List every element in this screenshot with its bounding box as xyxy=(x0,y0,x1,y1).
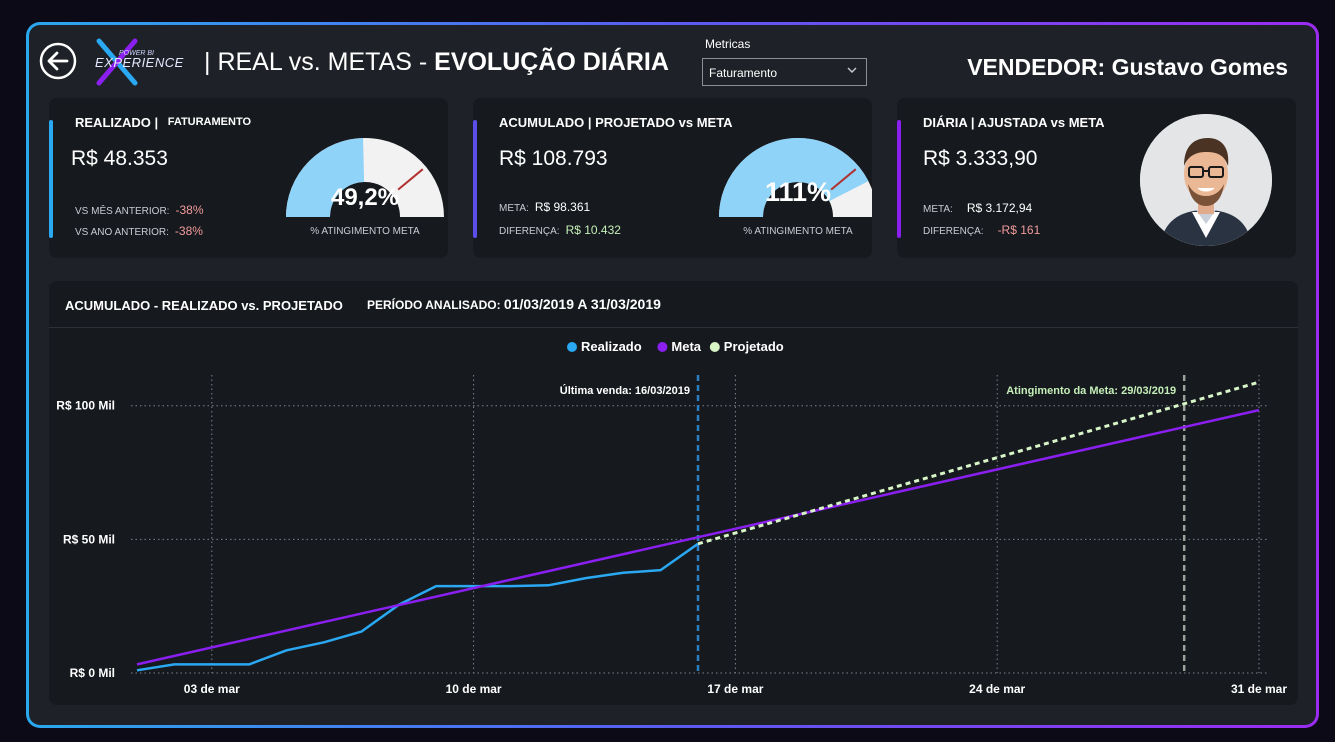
seller-portrait xyxy=(1140,114,1272,246)
row-label: VS ANO ANTERIOR: xyxy=(75,227,169,238)
gauge-realizado-value: 49,2% xyxy=(330,184,400,211)
chevron-down-icon xyxy=(847,67,857,73)
metric-filter-label: Metricas xyxy=(705,37,751,51)
y-tick-label: R$ 50 Mil xyxy=(63,532,115,546)
line-chart: R$ 0 Mil R$ 50 Mil R$ 100 Mil 03 de mar 10 d… xyxy=(56,339,1287,696)
legend-marker-realizado xyxy=(567,342,577,352)
legend-marker-meta xyxy=(657,342,668,352)
gauge-realizado xyxy=(286,138,444,219)
logo-text-main: EXPERIENCE xyxy=(95,55,184,70)
period-label: PERÍODO ANALISADO: xyxy=(367,298,501,312)
row-label: META: xyxy=(923,204,953,215)
card-diaria-row2: DIFERENÇA: -R$ 161 xyxy=(923,223,1040,237)
period-value: 01/03/2019 A 31/03/2019 xyxy=(503,296,661,312)
chart-period: PERÍODO ANALISADO: 01/03/2019 A 31/03/20… xyxy=(367,296,661,312)
card-title-text: REALIZADO | xyxy=(75,115,159,130)
legend-label-projetado: Projetado xyxy=(724,339,784,354)
gauge-acumulado xyxy=(719,138,872,219)
series-line-projetado xyxy=(697,380,1260,546)
gauge-target-marker xyxy=(830,168,857,191)
row-value: R$ 98.361 xyxy=(534,200,591,214)
card-diaria-value: R$ 3.333,90 xyxy=(923,147,1038,170)
card-acumulado-title: ACUMULADO | PROJETADO vs META xyxy=(499,115,733,130)
row-label: META: xyxy=(499,203,529,214)
page-title-bold: EVOLUÇÃO DIÁRIA xyxy=(434,48,669,76)
panel-divider xyxy=(49,327,1298,328)
card-realizado-row2: VS ANO ANTERIOR: -38% xyxy=(75,224,203,238)
card-realizado-value: R$ 48.353 xyxy=(71,147,168,170)
card-accent-bar xyxy=(49,120,53,238)
metric-dropdown-value: Faturamento xyxy=(709,66,778,80)
page-title-prefix: | REAL vs. METAS - xyxy=(204,48,435,76)
series-line-realizado xyxy=(136,542,699,672)
row-value: -R$ 161 xyxy=(997,223,1041,237)
metric-dropdown[interactable]: Faturamento xyxy=(702,58,867,86)
x-tick-label: 24 de mar xyxy=(969,682,1025,696)
card-realizado-title: REALIZADO | FATURAMENTO xyxy=(75,115,251,130)
card-realizado: REALIZADO | FATURAMENTO R$ 48.353 VS MÊS… xyxy=(49,98,448,258)
card-accent-bar xyxy=(473,120,477,238)
card-acumulado-row2: DIFERENÇA: R$ 10.432 xyxy=(499,223,621,237)
gauge-realizado-label: % ATINGIMENTO META xyxy=(310,226,420,237)
card-diaria-title: DIÁRIA | AJUSTADA vs META xyxy=(923,115,1105,130)
series-line-meta xyxy=(136,408,1260,666)
gauge-acumulado-label: % ATINGIMENTO META xyxy=(743,226,853,237)
gauge-fill-arc xyxy=(719,138,869,219)
page-title: | REAL vs. METAS - EVOLUÇÃO DIÁRIA xyxy=(204,48,669,77)
card-acumulado-row1: META: R$ 98.361 xyxy=(499,200,590,214)
y-tick-label: R$ 100 Mil xyxy=(56,399,115,413)
row-label: DIFERENÇA: xyxy=(923,226,984,237)
back-arrow-icon[interactable] xyxy=(39,42,77,80)
card-realizado-row1: VS MÊS ANTERIOR: -38% xyxy=(75,203,203,217)
annotation-label: Última venda: 16/03/2019 xyxy=(560,384,690,397)
row-label: VS MÊS ANTERIOR: xyxy=(75,206,170,217)
legend-marker-projetado xyxy=(709,342,720,352)
gauge-fill-arc xyxy=(286,138,366,219)
x-tick-label: 17 de mar xyxy=(707,682,763,696)
card-acumulado-value: R$ 108.793 xyxy=(499,147,608,170)
power-bi-experience-logo: POWER BI EXPERIENCE xyxy=(95,38,184,86)
row-value: -38% xyxy=(174,224,203,238)
logo-text-top: POWER BI xyxy=(119,50,154,57)
y-tick-label: R$ 0 Mil xyxy=(70,666,115,680)
row-value: R$ 3.172,94 xyxy=(966,201,1033,215)
row-label: DIFERENÇA: xyxy=(499,226,560,237)
seller-avatar xyxy=(1140,114,1272,246)
dashboard-canvas: POWER BI EXPERIENCE | REAL vs. METAS - E… xyxy=(29,25,1316,725)
x-tick-label: 31 de mar xyxy=(1231,682,1287,696)
card-subtitle-text: FATURAMENTO xyxy=(167,116,252,128)
chart-panel: ACUMULADO - REALIZADO vs. PROJETADO PERÍ… xyxy=(49,281,1298,705)
row-value: R$ 10.432 xyxy=(565,223,621,237)
gauge-target-marker xyxy=(397,168,424,191)
chart-panel-title: ACUMULADO - REALIZADO vs. PROJETADO xyxy=(65,298,343,313)
card-diaria: DIÁRIA | AJUSTADA vs META R$ 3.333,90 ME… xyxy=(897,98,1296,258)
x-tick-label: 10 de mar xyxy=(446,682,502,696)
gauge-acumulado-value: 111% xyxy=(764,177,832,207)
dashboard-frame: POWER BI EXPERIENCE | REAL vs. METAS - E… xyxy=(26,22,1319,728)
card-diaria-row1: META: R$ 3.172,94 xyxy=(923,201,1032,215)
legend-label-meta: Meta xyxy=(671,339,701,354)
legend-label-realizado: Realizado xyxy=(581,339,642,354)
card-accent-bar xyxy=(897,120,901,238)
x-tick-label: 03 de mar xyxy=(184,682,240,696)
annotation-label: Atingimento da Meta: 29/03/2019 xyxy=(1006,385,1176,397)
row-value: -38% xyxy=(175,203,204,217)
card-acumulado: ACUMULADO | PROJETADO vs META R$ 108.793… xyxy=(473,98,872,258)
seller-name: VENDEDOR: Gustavo Gomes xyxy=(967,54,1288,80)
